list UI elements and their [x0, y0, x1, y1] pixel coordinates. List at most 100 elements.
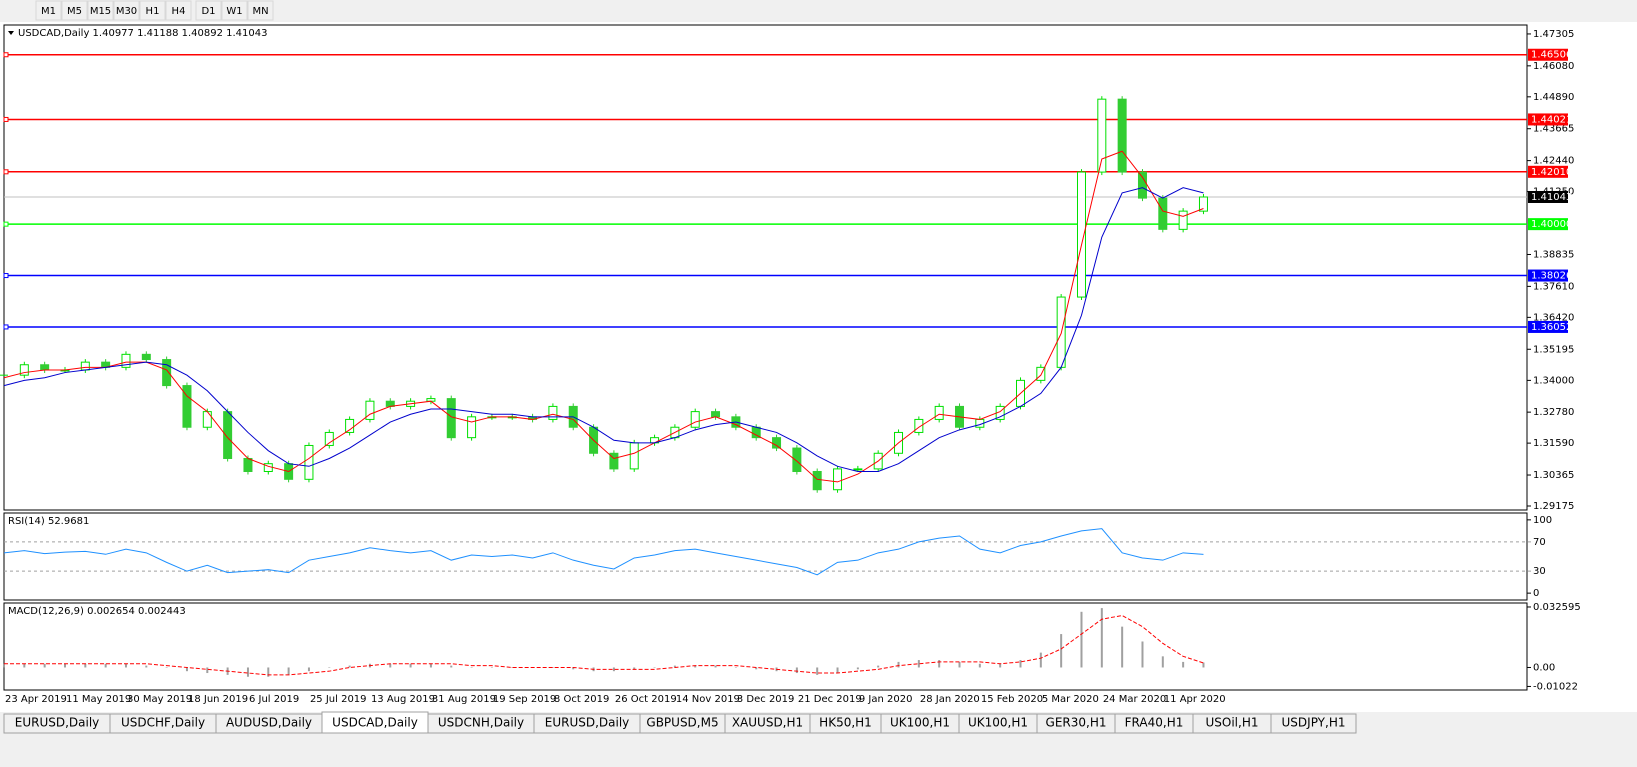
x-tick-label: 13 Aug 2019 [371, 694, 435, 705]
macd-bar [1182, 661, 1185, 668]
x-tick-label: 19 Sep 2019 [493, 694, 556, 705]
tab-label[interactable]: AUDUSD,Daily [226, 716, 312, 730]
y-tick-label: 1.37610 [1533, 281, 1574, 292]
x-tick-label: 30 May 2019 [127, 694, 192, 705]
candle [365, 400, 375, 420]
macd-bar [877, 665, 880, 668]
candle [223, 411, 233, 459]
tab[interactable] [1270, 713, 1357, 734]
macd-bar [673, 665, 676, 668]
macd-bar [938, 660, 941, 668]
level-tag [1528, 165, 1568, 178]
candle [914, 418, 924, 433]
macd-bar [1060, 634, 1063, 668]
timeframe-label[interactable]: M5 [67, 6, 82, 17]
timeframe-label[interactable]: H4 [172, 6, 186, 17]
candle [19, 364, 29, 376]
macd-bar [165, 667, 168, 668]
macd-title: MACD(12,26,9) 0.002654 0.002443 [8, 606, 186, 617]
last-price-label: 1.41043 [1531, 192, 1572, 203]
timeframe-button[interactable] [61, 0, 88, 21]
level-handle [3, 221, 9, 227]
tab-label[interactable]: EURUSD,Daily [545, 716, 630, 730]
y-tick-label: 100 [1533, 515, 1552, 526]
macd-bar [43, 663, 46, 668]
tab-label[interactable]: USDCNH,Daily [438, 716, 524, 730]
macd-bar [1141, 641, 1144, 668]
macd-bar [84, 663, 87, 668]
timeframe-label[interactable]: W1 [226, 6, 242, 17]
macd-panel [3, 602, 1528, 691]
tab-label[interactable]: USDCHF,Daily [121, 716, 205, 730]
level-label: 1.36052 [1531, 322, 1572, 333]
timeframe-label[interactable]: M30 [116, 6, 137, 17]
candle [1076, 171, 1086, 298]
timeframe-label[interactable]: D1 [201, 6, 215, 17]
macd-bar [816, 667, 819, 675]
chart-title: USDCAD,Daily 1.40977 1.41188 1.40892 1.4… [18, 28, 268, 39]
tab-label[interactable]: EURUSD,Daily [15, 716, 100, 730]
macd-bar [897, 661, 900, 668]
y-tick-label: 1.43665 [1533, 124, 1574, 135]
rsi-line [3, 528, 1204, 576]
y-tick-label: 30 [1533, 566, 1546, 577]
macd-bar [490, 667, 493, 668]
level-handle [3, 169, 9, 175]
timeframe-button[interactable] [87, 0, 114, 21]
x-tick-label: 14 Nov 2019 [676, 694, 740, 705]
timeframe-label[interactable]: H1 [146, 6, 160, 17]
timeframe-label[interactable]: M1 [41, 6, 56, 17]
macd-bar [124, 663, 127, 668]
macd-bar [63, 663, 66, 668]
x-tick-label: 28 Jan 2020 [920, 694, 980, 705]
y-tick-label: 1.35195 [1533, 344, 1574, 355]
y-tick-label: 1.31590 [1533, 438, 1574, 449]
level-label: 1.40000 [1531, 219, 1572, 230]
tab-label[interactable]: XAUUSD,H1 [732, 716, 803, 730]
timeframe-button[interactable] [139, 0, 166, 21]
timeframe-label[interactable]: MN [252, 6, 268, 17]
macd-bar [470, 667, 473, 668]
moving-average [3, 187, 1204, 473]
timeframe-button[interactable] [195, 0, 222, 21]
candle [1097, 98, 1107, 173]
y-tick-label: 1.47305 [1533, 29, 1574, 40]
tab-label[interactable]: UK100,H1 [890, 716, 950, 730]
macd-bar [206, 667, 209, 674]
tab-label[interactable]: FRA40,H1 [1125, 716, 1184, 730]
y-tick-label: 1.38835 [1533, 249, 1574, 260]
timeframe-button[interactable] [165, 0, 192, 21]
macd-bar [694, 665, 697, 668]
tab-label[interactable]: UK100,H1 [968, 716, 1028, 730]
macd-bar [572, 667, 575, 670]
timeframe-button[interactable] [247, 0, 274, 21]
level-handle [3, 324, 9, 330]
macd-bar [1121, 626, 1124, 668]
x-tick-label: 18 Jun 2019 [188, 694, 248, 705]
tab-label[interactable]: GBPUSD,M5 [646, 716, 718, 730]
candle [772, 437, 782, 449]
header-arrow [8, 31, 14, 35]
tab-label[interactable]: HK50,H1 [819, 716, 872, 730]
timeframe-button[interactable] [113, 0, 140, 21]
tab-label[interactable]: GER30,H1 [1046, 716, 1107, 730]
candle [1117, 98, 1127, 173]
tab-label[interactable]: USDCAD,Daily [332, 716, 418, 730]
tab-label[interactable]: USDJPY,H1 [1282, 716, 1346, 730]
macd-bar [145, 665, 148, 668]
x-tick-label: 5 Mar 2020 [1042, 694, 1099, 705]
y-tick-label: 1.30365 [1533, 470, 1574, 481]
last-price-tag [1528, 190, 1568, 203]
timeframe-label[interactable]: M15 [90, 6, 111, 17]
macd-bar [23, 663, 26, 668]
timeframe-button[interactable] [35, 0, 62, 21]
x-tick-label: 8 Oct 2019 [554, 694, 609, 705]
macd-bar [511, 667, 514, 668]
macd-bar [287, 667, 290, 675]
macd-bar [185, 667, 188, 672]
candle [812, 471, 822, 491]
x-tick-label: 9 Jan 2020 [859, 694, 913, 705]
tab-label[interactable]: USOil,H1 [1206, 716, 1259, 730]
timeframe-button[interactable] [221, 0, 248, 21]
candle [853, 468, 863, 471]
